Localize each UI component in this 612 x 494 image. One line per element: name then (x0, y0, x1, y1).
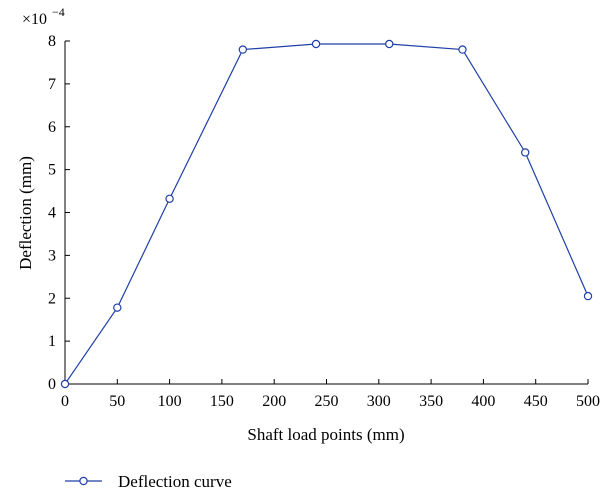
data-point (385, 39, 394, 49)
x-axis-label: Shaft load points (mm) (247, 425, 404, 444)
data-point (311, 39, 321, 49)
data-point (165, 194, 174, 203)
data-point (60, 379, 70, 389)
legend-label: Deflection curve (118, 472, 232, 491)
y-tick-label: 2 (48, 290, 56, 307)
series-layer (60, 39, 593, 389)
y-axis-ticks: 0 1 2 3 4 5 6 7 8 (48, 33, 70, 393)
x-tick-label: 500 (576, 393, 600, 410)
x-tick-label: 250 (315, 393, 339, 410)
x-tick-label: 200 (262, 393, 286, 410)
x-tick-label: 50 (109, 393, 125, 410)
data-point (583, 291, 593, 301)
y-tick-label: 6 (48, 119, 56, 136)
x-tick-label: 150 (210, 393, 234, 410)
data-point (458, 45, 467, 54)
x-tick-label: 400 (471, 393, 495, 410)
x-tick-label: 350 (419, 393, 443, 410)
y-tick-label: 5 (48, 162, 56, 179)
x-tick-label: 450 (524, 393, 548, 410)
axes-frame (64, 41, 588, 385)
y-axis-label: Deflection (mm) (16, 156, 35, 270)
y-tick-label: 8 (48, 33, 56, 50)
legend: Deflection curve (65, 472, 232, 491)
x-tick-label: 100 (158, 393, 182, 410)
series-line (64, 43, 589, 385)
data-point (238, 45, 248, 54)
legend-marker-sample (79, 476, 88, 486)
y-tick-label: 0 (48, 376, 56, 393)
y-tick-label: 3 (48, 247, 56, 264)
y-multiplier-exponent: −4 (52, 5, 65, 19)
y-multiplier-base: ×10 (22, 11, 47, 28)
x-tick-label: 0 (61, 393, 69, 410)
y-tick-label: 7 (48, 76, 56, 93)
data-point (521, 148, 530, 157)
y-tick-label: 4 (48, 205, 56, 222)
x-axis-ticks: 0 50 100 150 200 250 300 350 400 450 500 (61, 379, 600, 410)
y-tick-label: 1 (48, 333, 56, 350)
x-tick-label: 300 (367, 393, 391, 410)
data-point (113, 303, 122, 312)
